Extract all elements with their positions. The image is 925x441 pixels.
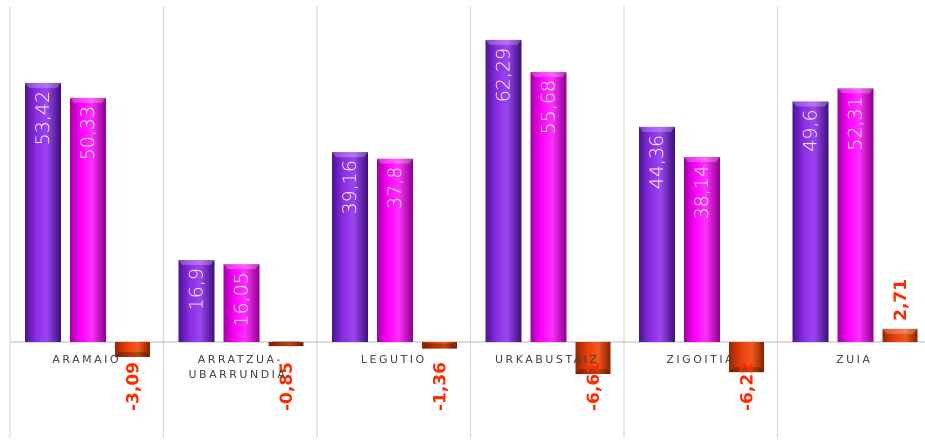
data-label: 49,6 (800, 109, 822, 151)
bar-diff (268, 342, 304, 347)
bar-bevel (268, 341, 304, 347)
diff-label: -1,36 (431, 362, 451, 411)
bar-series2 (223, 264, 260, 342)
data-label: 55,68 (538, 80, 560, 134)
bar-bevel (639, 126, 675, 132)
bar-bevel (25, 82, 61, 88)
bar-bevel (70, 97, 106, 103)
data-label: 39,16 (339, 160, 361, 214)
bar-bevel (684, 157, 720, 163)
bar-series1 (332, 152, 368, 342)
bars (25, 39, 918, 375)
bar-diff (115, 342, 150, 357)
data-label: 16,05 (231, 272, 253, 326)
bar-diff (422, 342, 457, 349)
data-label: 44,36 (646, 135, 668, 189)
bar-diff (729, 342, 764, 373)
bar-bevel (223, 264, 260, 270)
bar-series2 (684, 157, 720, 342)
bar-bevel (882, 328, 918, 334)
bar-bevel (575, 369, 611, 375)
category-label: ARAMAIO (52, 353, 121, 366)
bar-bevel (485, 39, 522, 45)
bar-series1 (792, 101, 829, 342)
category-label: LEGUTIO (361, 353, 427, 366)
bar-series1 (25, 82, 61, 343)
diff-label: 2,71 (891, 279, 911, 321)
bar-diff (575, 342, 611, 375)
bar-series2 (530, 71, 567, 343)
bar-series2 (70, 97, 106, 342)
diff-label: -6,22 (738, 362, 758, 411)
category-label: ZUIA (836, 353, 872, 366)
bar-series2 (377, 158, 413, 342)
bar-series1 (639, 126, 675, 342)
data-label: 16,9 (186, 268, 208, 310)
bar-bevel (422, 343, 457, 349)
category-label: UBARRUNDIA (189, 368, 288, 381)
data-label: 37,8 (384, 167, 406, 209)
bar-bevel (792, 101, 829, 107)
diff-label: -0,85 (277, 362, 297, 411)
bar-bevel (837, 88, 874, 94)
category-label: ARRATZUA- (198, 353, 283, 366)
category-label: URKABUSTAIZ (495, 353, 600, 366)
bar-bevel (115, 351, 150, 357)
bar-bevel (530, 71, 567, 77)
diff-label: -6,61 (584, 362, 604, 411)
gridlines (9, 6, 925, 438)
data-label: 38,14 (691, 165, 713, 219)
bar-bevel (178, 260, 215, 266)
data-label: 62,29 (493, 48, 515, 102)
bar-bevel (729, 367, 764, 373)
data-label: 53,42 (32, 91, 54, 145)
data-label: 50,33 (77, 106, 99, 160)
bar-series1 (178, 260, 215, 342)
category-label: ZIGOITIA (666, 353, 735, 366)
data-label: 52,31 (845, 96, 867, 150)
bar-bevel (332, 152, 368, 158)
diff-label: -3,09 (124, 362, 144, 411)
bar-bevel (377, 158, 413, 164)
bar-series2 (837, 88, 874, 342)
bar-diff (882, 328, 918, 342)
bar-series1 (485, 39, 522, 343)
